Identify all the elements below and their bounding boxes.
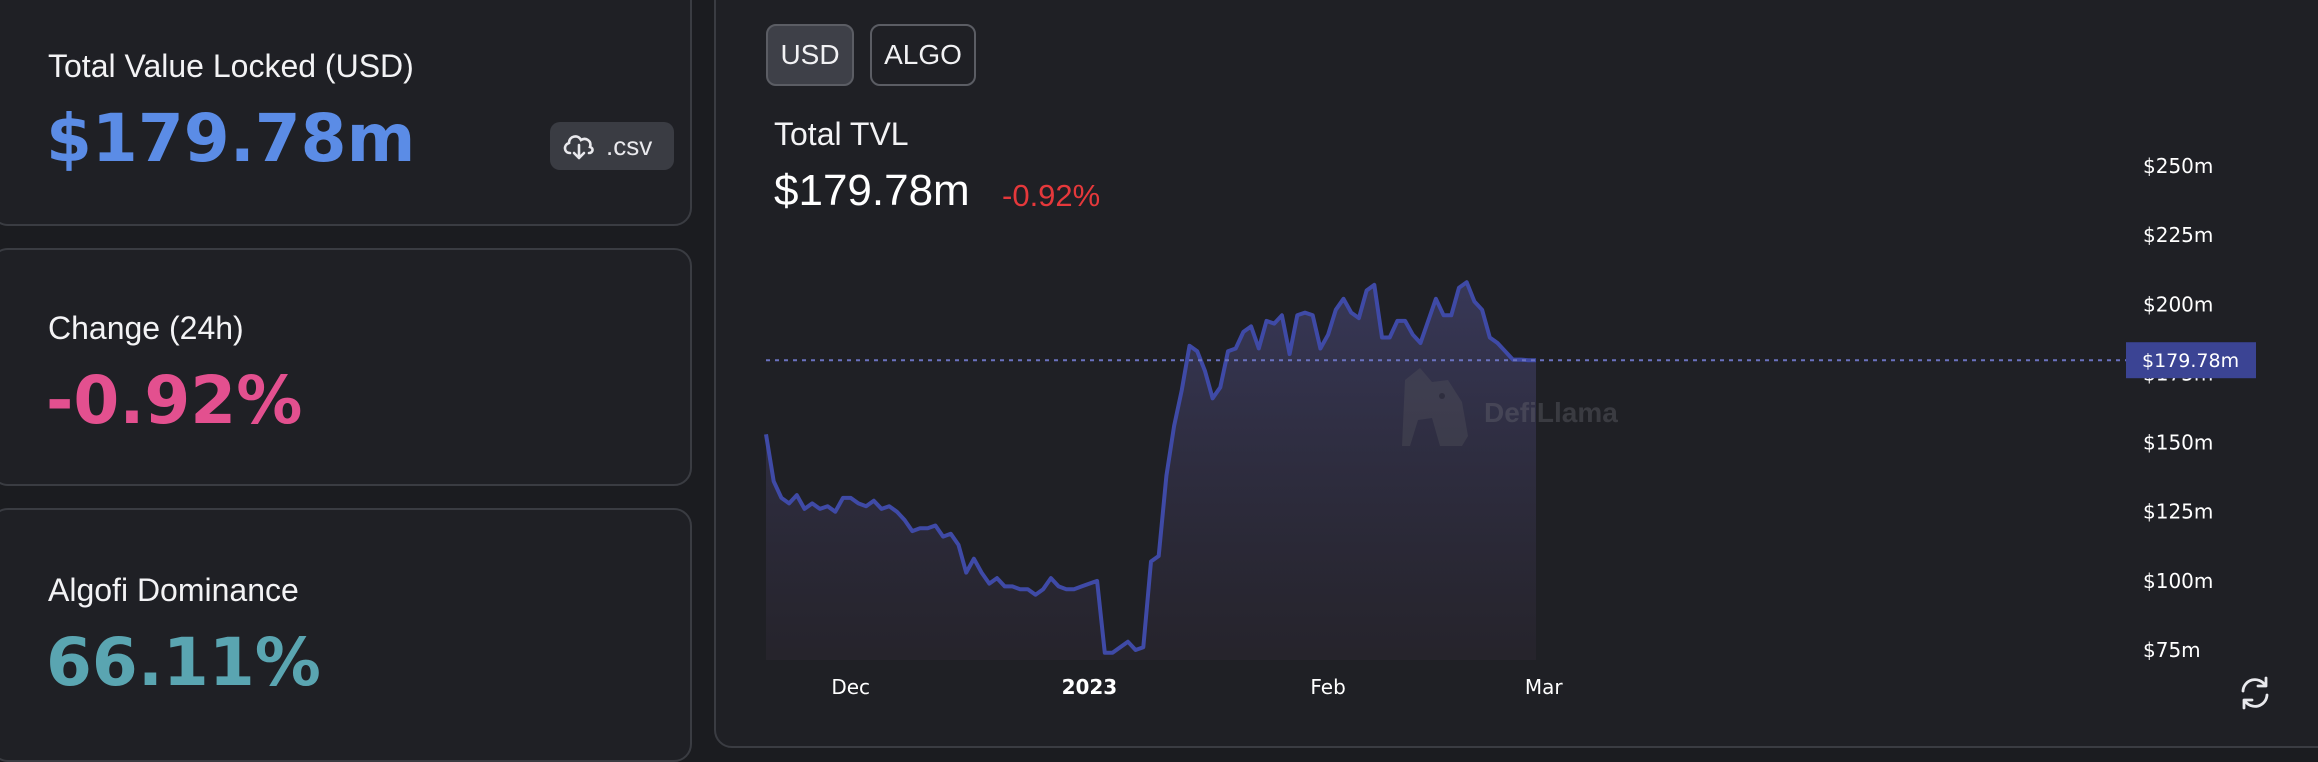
dominance-label: Algofi Dominance	[48, 572, 299, 608]
y-tick-label: $250m	[2143, 154, 2213, 178]
refresh-icon	[2241, 676, 2269, 710]
current-value-marker: $179.78m	[2126, 342, 2256, 379]
x-tick-label: 2023	[1062, 675, 1118, 699]
csv-label: .csv	[606, 130, 653, 161]
algo-toggle-button[interactable]: ALGO	[870, 24, 976, 86]
change-card: Change (24h) -0.92%	[0, 248, 692, 486]
watermark: DefiLlama	[1402, 368, 1618, 446]
dominance-value: 66.11%	[46, 624, 321, 701]
x-axis: Dec 2023 Feb Mar	[831, 675, 1563, 699]
x-tick-label: Dec	[831, 675, 870, 699]
chart-title: Total TVL	[774, 116, 909, 152]
y-tick-label: $150m	[2143, 431, 2213, 455]
watermark-text: DefiLlama	[1484, 397, 1618, 428]
tvl-card: Total Value Locked (USD) $179.78m .csv	[0, 0, 692, 226]
y-tick-label: $75m	[2143, 638, 2201, 662]
tvl-area	[766, 282, 1536, 660]
llama-logo-icon	[1402, 368, 1468, 446]
change-label: Change (24h)	[48, 310, 244, 346]
tvl-line	[764, 280, 1536, 655]
x-tick-label: Mar	[1525, 675, 1564, 699]
x-tick-label: Feb	[1310, 675, 1345, 699]
csv-download-button[interactable]: .csv	[550, 122, 674, 170]
dominance-card: Algofi Dominance 66.11%	[0, 508, 692, 762]
refresh-button[interactable]	[2236, 674, 2274, 712]
change-value: -0.92%	[46, 362, 303, 439]
usd-toggle-button[interactable]: USD	[766, 24, 854, 86]
current-value-label: $179.78m	[2142, 350, 2239, 372]
y-tick-label: $125m	[2143, 500, 2213, 524]
tvl-label: Total Value Locked (USD)	[48, 48, 414, 84]
y-tick-label: $100m	[2143, 569, 2213, 593]
chart-current-value: $179.78m	[774, 166, 970, 215]
y-axis: $75m$100m$125m$150m$175m$200m$225m$250m	[2143, 154, 2213, 662]
y-tick-label: $200m	[2143, 292, 2213, 316]
current-value-label-box	[2126, 342, 2256, 379]
y-tick-label: $225m	[2143, 223, 2213, 247]
chart-change-value: -0.92%	[1002, 178, 1101, 213]
cloud-download-icon	[563, 135, 594, 160]
tvl-value: $179.78m	[46, 100, 416, 177]
